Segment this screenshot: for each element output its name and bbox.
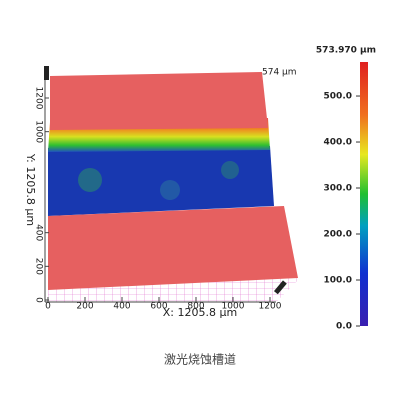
x-tick-label: 600	[150, 302, 167, 312]
y-tick-label: 200	[34, 258, 44, 275]
axis-marker	[44, 66, 49, 80]
x-tick-label: 1000	[222, 302, 245, 312]
y-tick-label: 0	[34, 297, 44, 303]
lower-plateau	[48, 206, 298, 290]
colorbar-tick-label: 300.0	[324, 184, 352, 194]
texture	[78, 168, 102, 192]
colorbar	[360, 62, 368, 326]
z-label: 574 µm	[262, 68, 297, 78]
y-tick-label: 1200	[34, 87, 44, 110]
x-axis-label: X: 1205.8 µm	[163, 306, 237, 319]
texture	[221, 161, 239, 179]
x-tick-label: 1200	[259, 302, 282, 312]
colorbar-tick-label: 200.0	[324, 230, 352, 240]
x-tick-label: 800	[187, 302, 204, 312]
upper-plateau	[50, 72, 268, 130]
caption: 激光烧蚀槽道	[164, 353, 236, 367]
y-tick-label: 1000	[34, 120, 44, 143]
colorbar-tick-label: 500.0	[324, 92, 352, 102]
colorbar-max-label: 573.970 µm	[316, 46, 376, 56]
x-tick-label: 200	[76, 302, 93, 312]
x-tick-label: 0	[45, 302, 51, 312]
texture	[160, 180, 180, 200]
y-tick-label: 400	[34, 224, 44, 241]
surface	[44, 66, 300, 303]
x-tick-label: 400	[113, 302, 130, 312]
colorbar-tick-label: 400.0	[324, 138, 352, 148]
colorbar-tick-label: 0.0	[336, 322, 352, 332]
channel-floor	[48, 146, 274, 216]
colorbar-tick-label: 100.0	[324, 276, 352, 286]
y-axis-label: Y: 1205.8 µm	[24, 153, 37, 226]
axis-marker	[273, 280, 287, 295]
